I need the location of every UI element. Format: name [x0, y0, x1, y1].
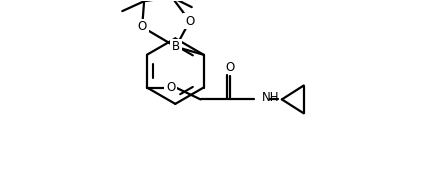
Text: NH: NH	[262, 91, 279, 104]
Text: O: O	[138, 20, 147, 33]
Text: O: O	[166, 81, 176, 94]
Text: B: B	[172, 40, 180, 53]
Text: O: O	[185, 15, 194, 27]
Text: O: O	[226, 61, 235, 74]
